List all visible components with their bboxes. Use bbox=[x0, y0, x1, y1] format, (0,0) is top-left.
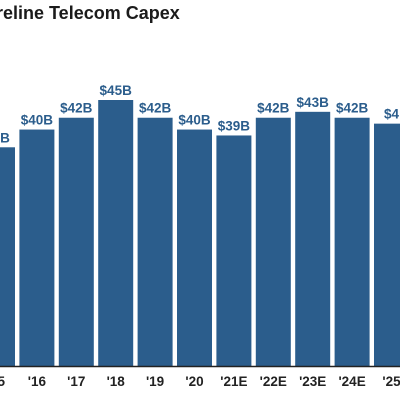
x-tick-label-0: 15 bbox=[0, 374, 5, 389]
x-tick-label-3: '18 bbox=[107, 374, 126, 389]
bar-value-label-0: 37B bbox=[0, 130, 10, 145]
bar-value-label-1: $40B bbox=[21, 113, 54, 128]
value-labels-layer: 37B $40B $42B $45B $42B $40B $39B $42B $43B $42B $… bbox=[0, 83, 399, 145]
x-tick-label-9: '24E bbox=[338, 374, 365, 389]
bars-layer bbox=[0, 100, 400, 367]
bar-7 bbox=[255, 117, 291, 366]
x-tick-label-4: '19 bbox=[146, 374, 164, 389]
x-tick-label-10: '25 bbox=[382, 374, 400, 389]
x-tick-label-2: '17 bbox=[67, 374, 85, 389]
bar-0 bbox=[0, 147, 15, 366]
x-tick-label-6: '21E bbox=[220, 374, 247, 389]
bar-8 bbox=[295, 111, 331, 366]
bar-value-label-3: $45B bbox=[100, 83, 133, 98]
bar-value-label-8: $43B bbox=[297, 95, 330, 110]
bar-value-label-2: $42B bbox=[60, 101, 93, 116]
bar-9 bbox=[334, 117, 370, 366]
bar-value-label-6: $39B bbox=[218, 118, 251, 133]
x-tick-label-7: '22E bbox=[260, 374, 287, 389]
x-tick-label-1: '16 bbox=[28, 374, 47, 389]
bar-value-label-7: $42B bbox=[257, 101, 290, 116]
bar-6 bbox=[216, 135, 252, 366]
tick-labels-layer: 15 '16 '17 '18 '19 '20 '21E '22E '23E '24E '25 bbox=[0, 374, 400, 389]
chart-title: reline Telecom Capex bbox=[0, 3, 180, 23]
bar-4 bbox=[137, 117, 173, 366]
bar-5 bbox=[177, 129, 212, 366]
bar-2 bbox=[58, 117, 94, 366]
bar-value-label-10: $4 bbox=[384, 107, 400, 122]
bar-3 bbox=[98, 100, 134, 366]
bar-value-label-5: $40B bbox=[178, 113, 211, 128]
x-tick-label-8: '23E bbox=[299, 374, 326, 389]
x-tick-label-5: '20 bbox=[185, 374, 203, 389]
bar-value-label-4: $42B bbox=[139, 101, 172, 116]
bar-10 bbox=[374, 123, 400, 367]
bar-1 bbox=[19, 129, 55, 366]
bar-value-label-9: $42B bbox=[336, 101, 369, 116]
